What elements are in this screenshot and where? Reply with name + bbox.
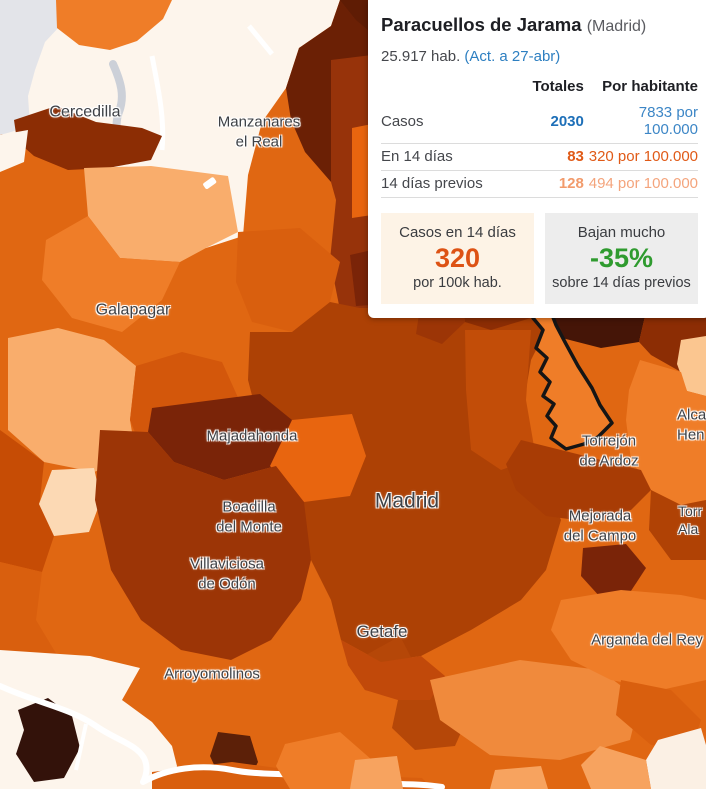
population-line: 25.917 hab. (Act. a 27-abr) xyxy=(381,48,698,65)
updated-link[interactable]: (Act. a 27-abr) xyxy=(464,48,561,65)
summary-cards: Casos en 14 días 320 por 100k hab. Bajan… xyxy=(381,213,698,304)
map-label-mejorada-del-campo: Mejorada del Campo xyxy=(563,507,637,545)
map-label-arganda-del-rey: Arganda del Rey xyxy=(591,631,703,649)
table-row: En 14 días 83 320 por 100.000 xyxy=(381,144,698,171)
population-value: 25.917 hab. xyxy=(381,48,461,65)
col-header-totales: Totales xyxy=(532,78,584,95)
map-label-villaviciosa-de-odon: Villaviciosa de Odón xyxy=(190,555,264,593)
panel-title: Paracuellos de Jarama (Madrid) xyxy=(381,14,698,36)
info-panel: Paracuellos de Jarama (Madrid) 25.917 ha… xyxy=(368,0,706,318)
municipality-name: Paracuellos de Jarama xyxy=(381,14,582,35)
cases-14d-value: 320 xyxy=(434,243,481,273)
table-row: 14 días previos 128 494 por 100.000 xyxy=(381,171,698,198)
map-label-madrid: Madrid xyxy=(374,489,440,513)
map-label-arroyomolinos: Arroyomolinos xyxy=(164,665,260,683)
map-label-alcala-de-henares-clipped: Alca Hen xyxy=(677,406,706,444)
map-label-torrejon-de-ardoz: Torrejón de Ardoz xyxy=(579,432,639,470)
map-label-boadilla-del-monte: Boadilla del Monte xyxy=(216,498,282,536)
map-label-galapagar: Galapagar xyxy=(95,301,171,319)
map-label-majadahonda: Majadahonda xyxy=(206,427,298,445)
map-label-torres-alameda-clipped: Torr Ala xyxy=(678,502,703,537)
stats-table: Totales Por habitante Casos 2030 7833 po… xyxy=(381,75,698,198)
map-label-manzanares-el-real: Manzanares el Real xyxy=(217,113,301,151)
cases-14d-card: Casos en 14 días 320 por 100k hab. xyxy=(381,213,534,304)
trend-value: -35% xyxy=(589,243,654,273)
map-label-getafe: Getafe xyxy=(356,621,408,641)
trend-card: Bajan mucho -35% sobre 14 días previos xyxy=(545,213,698,304)
reservoir-marker xyxy=(203,177,217,189)
table-row: Casos 2030 7833 por 100.000 xyxy=(381,100,698,144)
province-name: (Madrid) xyxy=(586,18,647,35)
selected-municipality-outline[interactable] xyxy=(531,303,614,451)
map-label-cercedilla: Cercedilla xyxy=(49,103,121,121)
col-header-por-habitante: Por habitante xyxy=(602,78,698,95)
